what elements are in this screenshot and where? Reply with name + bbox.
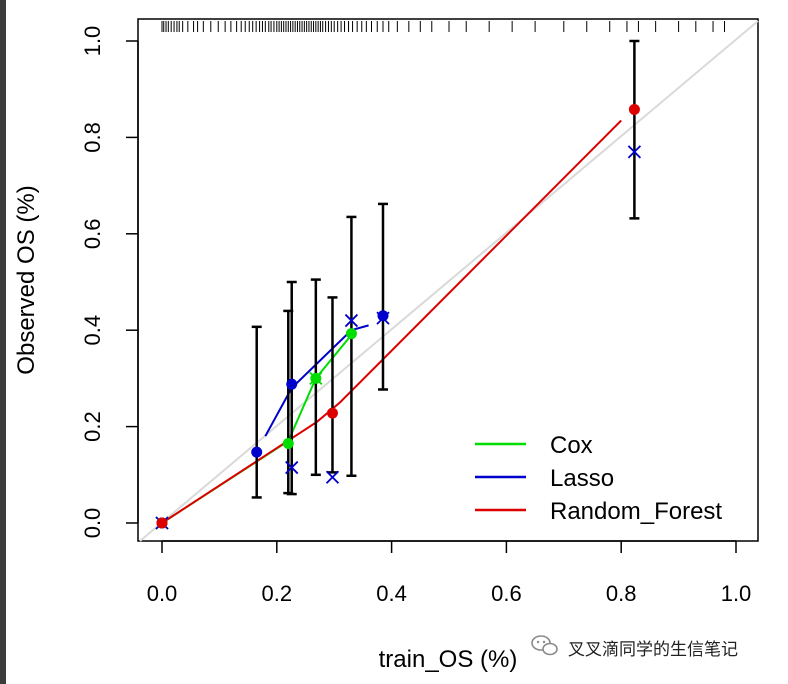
window-edge <box>0 0 6 684</box>
x-tick-label: 0.0 <box>147 581 178 606</box>
y-tick-label: 1.0 <box>80 26 105 57</box>
y-tick-label: 0.8 <box>80 122 105 153</box>
y-tick-label: 0.4 <box>80 315 105 346</box>
error-bars <box>251 39 640 499</box>
wechat-icon <box>531 635 558 656</box>
reference-line <box>139 20 759 542</box>
cross-stroke <box>325 470 340 484</box>
point-lasso <box>377 310 389 322</box>
x-tick-label: 0.4 <box>376 581 407 606</box>
x-tick-label: 0.6 <box>491 581 522 606</box>
x-axis-title: train_OS (%) <box>379 646 518 673</box>
cross-stroke <box>285 460 299 475</box>
cross-stroke <box>627 145 642 159</box>
y-axis: 0.0 0.2 0.4 0.6 0.8 1.0 <box>80 26 139 539</box>
cross-marker-lasso <box>627 145 642 159</box>
series-line-lasso <box>264 324 369 437</box>
point-cox <box>282 437 294 449</box>
cross-marker-lasso <box>325 470 340 484</box>
series-line-random_forest <box>161 119 622 524</box>
x-tick-label: 0.2 <box>262 581 293 606</box>
watermark-text: 叉叉滴同学的生信笔记 <box>568 640 738 660</box>
watermark: 叉叉滴同学的生信笔记 <box>531 635 738 660</box>
point-random_forest <box>326 407 338 419</box>
point-random_forest <box>628 103 640 115</box>
point-random_forest <box>156 517 168 529</box>
y-axis-title: Observed OS (%) <box>13 185 40 374</box>
y-tick-label: 0.2 <box>80 411 105 442</box>
legend-label-lasso: Lasso <box>550 465 614 492</box>
reference-diagonal-line <box>139 20 759 542</box>
point-cox <box>345 328 357 340</box>
plot-frame <box>137 18 759 542</box>
legend: Cox Lasso Random_Forest <box>475 432 722 525</box>
cross-marker-lasso <box>344 313 359 328</box>
x-tick-label: 0.8 <box>606 581 637 606</box>
y-tick-label: 0.6 <box>80 219 105 250</box>
x-tick-label: 1.0 <box>721 581 752 606</box>
y-tick-label: 0.0 <box>80 508 105 539</box>
point-lasso <box>286 378 298 390</box>
series-lines <box>161 119 622 524</box>
cross-stroke <box>344 313 359 328</box>
legend-label-random_forest: Random_Forest <box>550 498 722 525</box>
rug-marks <box>161 21 726 32</box>
point-cox <box>310 372 322 384</box>
point-lasso <box>251 446 263 458</box>
x-axis: 0.0 0.2 0.4 0.6 0.8 1.0 <box>147 540 752 606</box>
data-points <box>155 103 642 530</box>
cross-marker-lasso <box>285 460 299 475</box>
legend-label-cox: Cox <box>550 432 593 459</box>
